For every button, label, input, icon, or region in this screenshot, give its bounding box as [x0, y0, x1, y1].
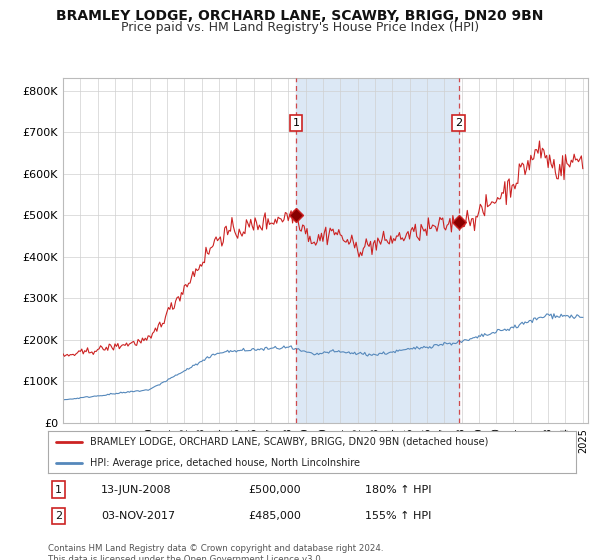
- Text: Contains HM Land Registry data © Crown copyright and database right 2024.
This d: Contains HM Land Registry data © Crown c…: [48, 544, 383, 560]
- Text: £500,000: £500,000: [248, 484, 301, 494]
- Text: 155% ↑ HPI: 155% ↑ HPI: [365, 511, 431, 521]
- Text: 1: 1: [55, 484, 62, 494]
- Text: 180% ↑ HPI: 180% ↑ HPI: [365, 484, 431, 494]
- Text: 2: 2: [455, 118, 463, 128]
- Text: BRAMLEY LODGE, ORCHARD LANE, SCAWBY, BRIGG, DN20 9BN: BRAMLEY LODGE, ORCHARD LANE, SCAWBY, BRI…: [56, 9, 544, 23]
- Text: 03-NOV-2017: 03-NOV-2017: [101, 511, 175, 521]
- Text: 13-JUN-2008: 13-JUN-2008: [101, 484, 172, 494]
- Text: 2: 2: [55, 511, 62, 521]
- Text: £485,000: £485,000: [248, 511, 302, 521]
- Bar: [296, 78, 459, 423]
- Text: BRAMLEY LODGE, ORCHARD LANE, SCAWBY, BRIGG, DN20 9BN (detached house): BRAMLEY LODGE, ORCHARD LANE, SCAWBY, BRI…: [90, 437, 488, 447]
- Text: HPI: Average price, detached house, North Lincolnshire: HPI: Average price, detached house, Nort…: [90, 458, 360, 468]
- Text: Price paid vs. HM Land Registry's House Price Index (HPI): Price paid vs. HM Land Registry's House …: [121, 21, 479, 34]
- Text: 1: 1: [293, 118, 299, 128]
